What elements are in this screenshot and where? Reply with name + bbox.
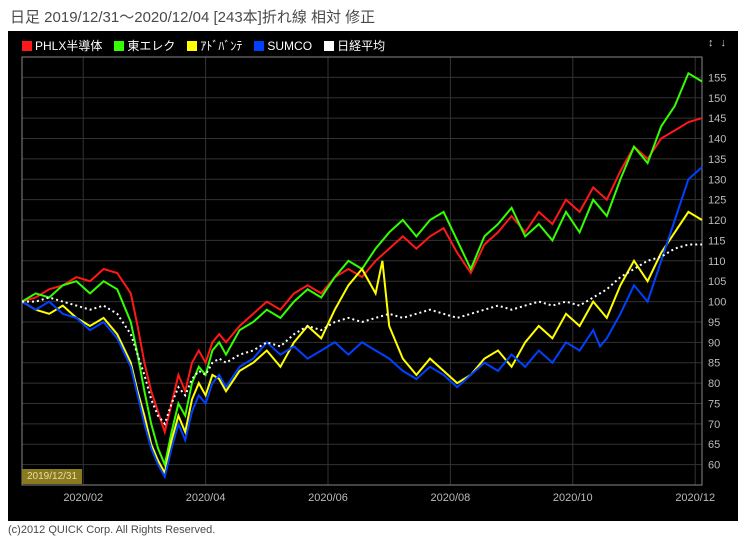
svg-text:155: 155 xyxy=(708,72,726,84)
svg-text:60: 60 xyxy=(708,460,720,472)
legend-swatch-icon xyxy=(324,41,334,51)
svg-text:65: 65 xyxy=(708,439,720,451)
svg-text:2020/12: 2020/12 xyxy=(675,492,715,504)
legend-swatch-icon xyxy=(187,41,197,51)
date-badge: 2019/12/31 xyxy=(22,469,82,484)
svg-text:105: 105 xyxy=(708,276,726,288)
svg-text:2020/08: 2020/08 xyxy=(431,492,471,504)
svg-text:125: 125 xyxy=(708,195,726,207)
copyright-text: (c)2012 QUICK Corp. All Rights Reserved. xyxy=(0,521,750,536)
legend-swatch-icon xyxy=(254,41,264,51)
legend-item: 東エレク xyxy=(114,37,175,54)
svg-text:130: 130 xyxy=(708,174,726,186)
svg-text:2020/10: 2020/10 xyxy=(553,492,593,504)
legend-label: ｱﾄﾞﾊﾞﾝﾃ xyxy=(200,37,242,54)
svg-text:2020/06: 2020/06 xyxy=(308,492,348,504)
legend-label: PHLX半導体 xyxy=(35,37,102,54)
svg-text:80: 80 xyxy=(708,378,720,390)
svg-text:100: 100 xyxy=(708,297,726,309)
legend-label: 東エレク xyxy=(127,37,175,54)
svg-text:150: 150 xyxy=(708,93,726,105)
line-chart: 60 65 70 75 80 85 90 95 100 105 110 115 120 125 130 135… xyxy=(8,31,738,521)
svg-text:135: 135 xyxy=(708,154,726,166)
svg-text:90: 90 xyxy=(708,337,720,349)
svg-text:2020/02: 2020/02 xyxy=(63,492,103,504)
legend-item: 日経平均 xyxy=(324,37,385,54)
svg-text:145: 145 xyxy=(708,113,726,125)
legend: PHLX半導体 東エレク ｱﾄﾞﾊﾞﾝﾃ SUMCO 日経平均 xyxy=(22,37,385,54)
legend-item: PHLX半導体 xyxy=(22,37,102,54)
svg-text:95: 95 xyxy=(708,317,720,329)
legend-label: 日経平均 xyxy=(337,37,385,54)
svg-text:70: 70 xyxy=(708,419,720,431)
svg-text:85: 85 xyxy=(708,358,720,370)
svg-text:75: 75 xyxy=(708,398,720,410)
svg-text:2020/04: 2020/04 xyxy=(186,492,226,504)
legend-label: SUMCO xyxy=(267,39,312,53)
legend-swatch-icon xyxy=(22,41,32,51)
svg-text:140: 140 xyxy=(708,134,726,146)
legend-swatch-icon xyxy=(114,41,124,51)
svg-text:120: 120 xyxy=(708,215,726,227)
chart-area: PHLX半導体東エレクｱﾄﾞﾊﾞﾝﾃSUMCO日経平均 ↕ ↓ 60657075… xyxy=(8,31,738,521)
svg-text:115: 115 xyxy=(708,235,726,247)
legend-item: ｱﾄﾞﾊﾞﾝﾃ xyxy=(187,37,242,54)
legend-item: SUMCO xyxy=(254,39,312,53)
svg-text:110: 110 xyxy=(708,256,726,268)
chart-title: 日足 2019/12/31～2020/12/04 [243本]折れ線 相対 修正 xyxy=(0,0,750,31)
